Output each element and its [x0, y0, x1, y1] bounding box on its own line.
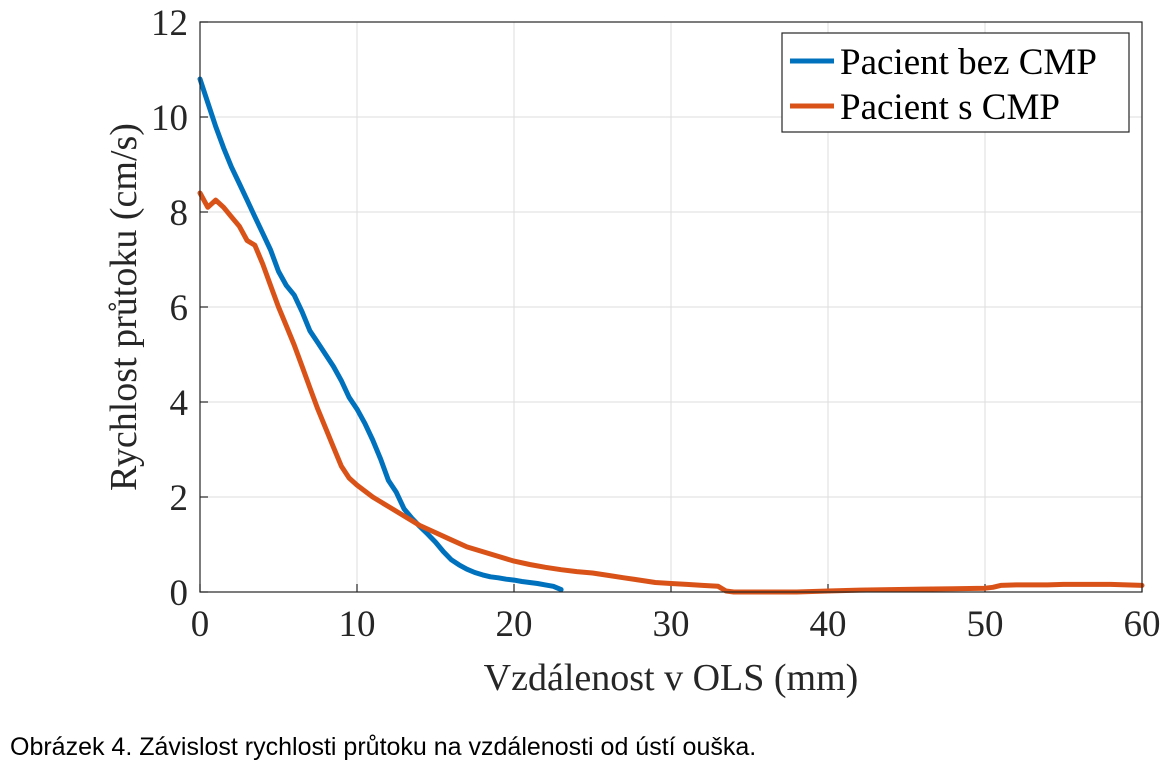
legend: Pacient bez CMP Pacient s CMP: [781, 32, 1130, 133]
y-axis-label: Rychlost průtoku (cm/s): [103, 123, 145, 491]
series-line-pacient-s-cmp: [197, 190, 1145, 595]
y-tick-label: 6: [170, 288, 189, 329]
series-line-pacient-bez-cmp: [197, 76, 564, 593]
legend-box: [781, 32, 1130, 133]
x-tick-label: 50: [967, 604, 1004, 645]
y-tick-label: 0: [170, 573, 189, 614]
y-tick-label: 4: [170, 383, 189, 424]
legend-label-pacient-bez-cmp: Pacient bez CMP: [840, 42, 1097, 83]
line-chart: 0 10 20 30 40 50 60 0 2 4 6 8 10 12 Vzdálenost v OLS …: [103, 3, 1161, 699]
y-tick-label: 2: [170, 478, 189, 519]
y-tick-label: 10: [151, 98, 188, 139]
series-lines: [197, 76, 1145, 595]
legend-label-pacient-s-cmp: Pacient s CMP: [840, 87, 1060, 128]
x-tick-label: 30: [653, 604, 690, 645]
plot-frame: [199, 21, 1143, 593]
y-tick-label: 8: [170, 193, 189, 234]
x-tick-label: 20: [496, 604, 533, 645]
figure-caption: Obrázek 4. Závislost rychlosti průtoku n…: [10, 733, 757, 761]
x-tick-label: 60: [1124, 604, 1161, 645]
x-tick-label: 40: [810, 604, 847, 645]
tick-labels: 0 10 20 30 40 50 60 0 2 4 6 8 10 12: [151, 3, 1161, 645]
x-tick-label: 0: [191, 604, 210, 645]
y-tick-label: 12: [151, 3, 188, 44]
x-tick-label: 10: [339, 604, 376, 645]
x-axis-label: Vzdálenost v OLS (mm): [484, 657, 859, 699]
